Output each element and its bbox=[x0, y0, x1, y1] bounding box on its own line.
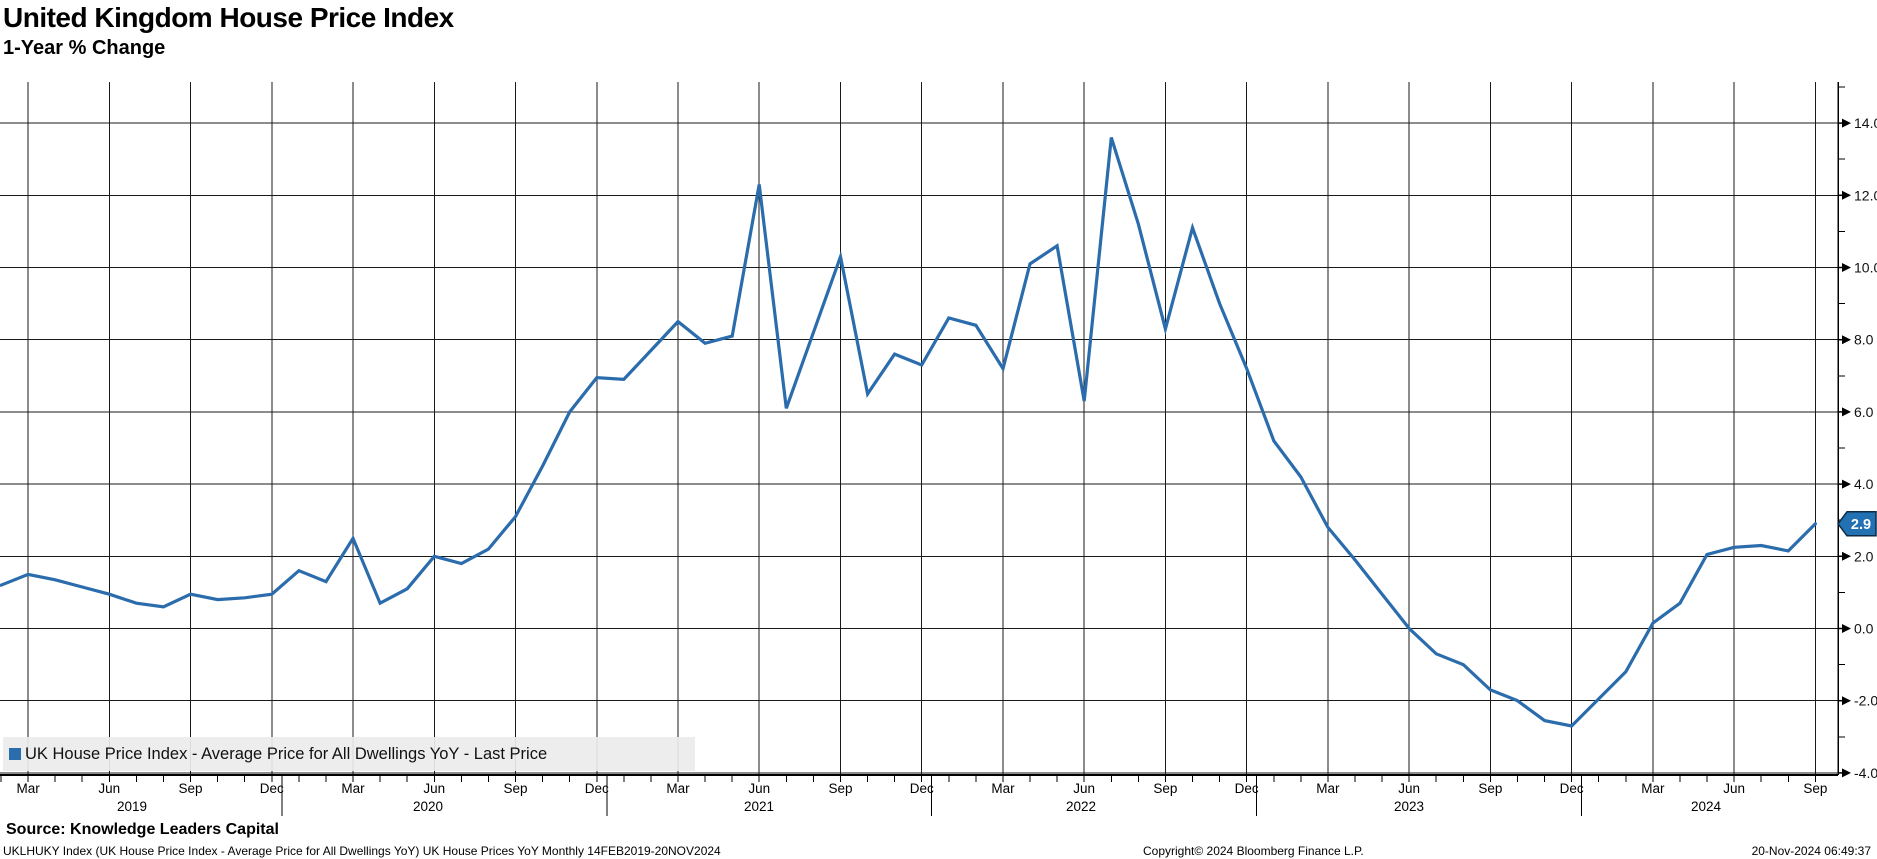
y-axis-labels: 14.0 12.0 10.0 8.0 6.0 4.0 2.0 0.0 -2.0 -4.0 bbox=[1838, 86, 1877, 781]
svg-text:Mar: Mar bbox=[1316, 781, 1340, 796]
svg-text:-2.0: -2.0 bbox=[1854, 693, 1877, 709]
svg-text:Sep: Sep bbox=[1803, 781, 1827, 796]
timestamp-text: 20-Nov-2024 06:49:37 bbox=[1751, 844, 1871, 858]
chart-plot-area[interactable] bbox=[0, 82, 1838, 775]
svg-text:2024: 2024 bbox=[1691, 799, 1722, 814]
gridlines bbox=[0, 82, 1838, 775]
svg-text:2019: 2019 bbox=[117, 799, 147, 814]
page-title: United Kingdom House Price Index bbox=[3, 2, 454, 33]
svg-text:10.0: 10.0 bbox=[1854, 260, 1877, 276]
price-line-series bbox=[0, 137, 1818, 728]
svg-text:Dec: Dec bbox=[260, 781, 284, 796]
svg-text:-4.0: -4.0 bbox=[1854, 765, 1877, 781]
svg-text:Sep: Sep bbox=[179, 781, 203, 796]
svg-text:8.0: 8.0 bbox=[1854, 332, 1874, 348]
ticker-description: UKLHUKY Index (UK House Price Index - Av… bbox=[3, 844, 721, 858]
svg-text:Jun: Jun bbox=[1723, 781, 1745, 796]
svg-text:Jun: Jun bbox=[1398, 781, 1420, 796]
svg-text:Jun: Jun bbox=[423, 781, 445, 796]
svg-text:Sep: Sep bbox=[828, 781, 852, 796]
svg-text:Mar: Mar bbox=[1641, 781, 1665, 796]
svg-text:0.0: 0.0 bbox=[1854, 621, 1874, 637]
svg-text:Dec: Dec bbox=[585, 781, 609, 796]
chart-subtitle: 1-Year % Change bbox=[3, 37, 166, 59]
svg-text:Sep: Sep bbox=[1478, 781, 1502, 796]
svg-text:Jun: Jun bbox=[748, 781, 770, 796]
svg-text:Jun: Jun bbox=[1073, 781, 1095, 796]
svg-text:Dec: Dec bbox=[1235, 781, 1259, 796]
legend[interactable]: UK House Price Index - Average Price for… bbox=[3, 737, 695, 771]
svg-text:4.0: 4.0 bbox=[1854, 476, 1874, 492]
x-axis-labels: Mar Jun Sep Dec Mar Jun Sep Dec Mar Jun Sep Dec Mar J… bbox=[16, 775, 1827, 816]
legend-swatch-icon bbox=[9, 748, 21, 760]
svg-text:Mar: Mar bbox=[991, 781, 1015, 796]
svg-text:Sep: Sep bbox=[504, 781, 528, 796]
source-text: Source: Knowledge Leaders Capital bbox=[6, 821, 279, 838]
last-price-value: 2.9 bbox=[1851, 517, 1871, 533]
svg-text:2021: 2021 bbox=[744, 799, 774, 814]
svg-text:2020: 2020 bbox=[413, 799, 443, 814]
axes bbox=[0, 82, 1839, 776]
x-axis-ticks bbox=[0, 775, 1816, 782]
svg-text:Sep: Sep bbox=[1153, 781, 1177, 796]
svg-text:Mar: Mar bbox=[666, 781, 690, 796]
svg-text:Dec: Dec bbox=[1560, 781, 1584, 796]
last-price-badge: 2.9 bbox=[1837, 511, 1877, 537]
svg-text:Mar: Mar bbox=[341, 781, 365, 796]
svg-text:Mar: Mar bbox=[16, 781, 40, 796]
svg-text:2023: 2023 bbox=[1394, 799, 1424, 814]
copyright-text: Copyright© 2024 Bloomberg Finance L.P. bbox=[1143, 844, 1364, 858]
svg-text:14.0: 14.0 bbox=[1854, 115, 1877, 131]
svg-text:12.0: 12.0 bbox=[1854, 187, 1877, 203]
svg-text:2022: 2022 bbox=[1066, 799, 1096, 814]
svg-text:Jun: Jun bbox=[98, 781, 120, 796]
svg-text:6.0: 6.0 bbox=[1854, 404, 1874, 420]
svg-text:Dec: Dec bbox=[910, 781, 934, 796]
legend-label: UK House Price Index - Average Price for… bbox=[25, 744, 548, 763]
svg-text:2.0: 2.0 bbox=[1854, 548, 1874, 564]
